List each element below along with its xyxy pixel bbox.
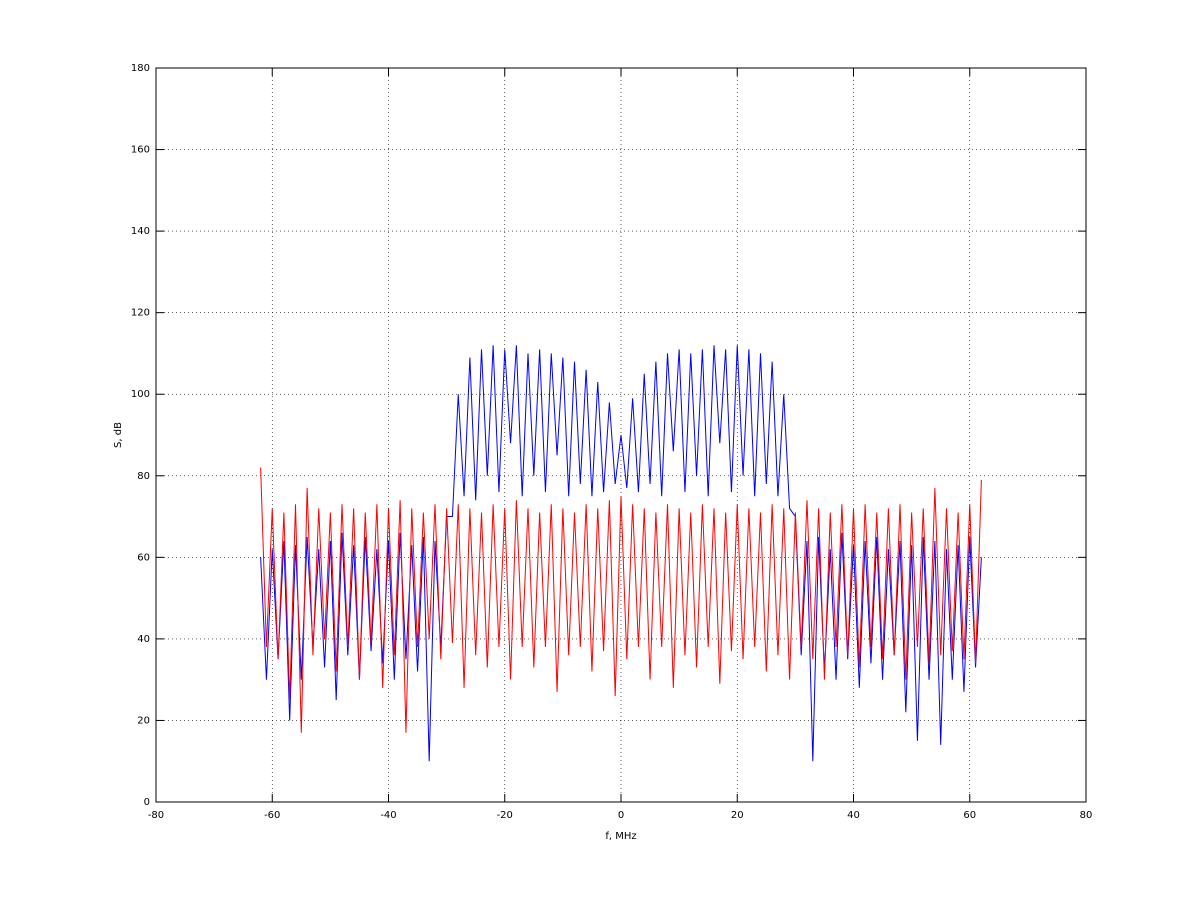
y-tick-label: 20	[137, 715, 150, 726]
x-tick-label: -20	[497, 810, 513, 821]
y-tick-label: 180	[131, 63, 150, 74]
x-tick-label: 40	[847, 810, 860, 821]
x-tick-label: 20	[731, 810, 744, 821]
x-tick-label: -80	[148, 810, 164, 821]
y-tick-label: 100	[131, 389, 150, 400]
y-tick-label: 140	[131, 226, 150, 237]
y-axis-label: S, dB	[113, 422, 124, 448]
y-tick-label: 160	[131, 145, 150, 156]
x-tick-label: 80	[1080, 810, 1093, 821]
y-tick-label: 0	[144, 797, 150, 808]
x-tick-label: -40	[380, 810, 396, 821]
y-tick-label: 80	[137, 471, 150, 482]
x-tick-label: 60	[963, 810, 976, 821]
y-tick-label: 40	[137, 634, 150, 645]
y-tick-label: 60	[137, 552, 150, 563]
x-axis-label: f, MHz	[605, 831, 636, 842]
y-tick-label: 120	[131, 308, 150, 319]
x-tick-label: 0	[618, 810, 624, 821]
x-tick-label: -60	[264, 810, 280, 821]
series-line	[260, 467, 982, 733]
